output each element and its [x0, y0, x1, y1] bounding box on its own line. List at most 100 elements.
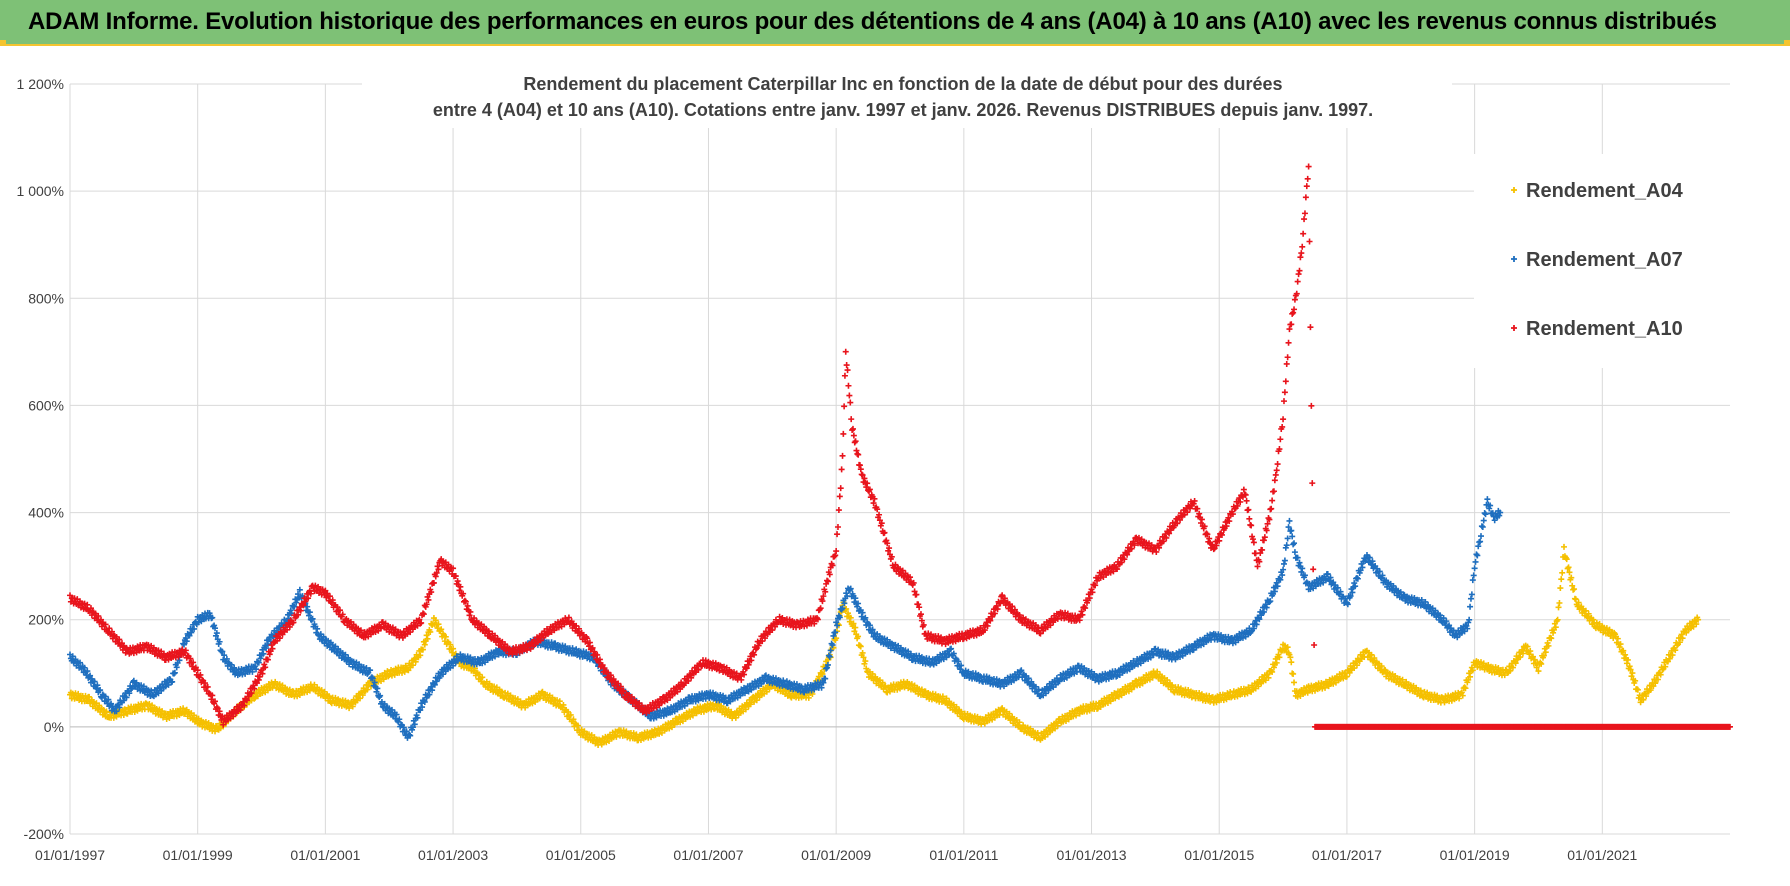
data-point	[1304, 175, 1311, 182]
data-point	[1286, 517, 1293, 524]
data-point	[857, 643, 864, 650]
data-point	[1280, 416, 1287, 423]
data-point	[1301, 210, 1308, 217]
data-point	[435, 621, 442, 628]
data-point	[939, 693, 946, 700]
data-point	[1054, 722, 1061, 729]
y-tick-label: 400%	[28, 505, 64, 521]
data-point	[479, 674, 486, 681]
y-tick-label: 1 000%	[17, 183, 64, 199]
data-point	[840, 430, 847, 437]
data-point	[364, 686, 371, 693]
data-point	[419, 646, 426, 653]
data-point	[841, 403, 848, 410]
data-point	[1308, 402, 1315, 409]
data-point	[841, 372, 848, 379]
data-point	[838, 466, 845, 473]
data-point	[809, 691, 816, 698]
data-point	[1246, 515, 1253, 522]
data-point	[471, 665, 478, 672]
series-Rendement_A04	[67, 543, 1702, 748]
data-point	[848, 416, 855, 423]
data-point	[1291, 540, 1298, 547]
x-tick-label: 01/01/2005	[546, 847, 616, 863]
data-point	[953, 703, 960, 710]
x-tick-label: 01/01/2019	[1440, 847, 1510, 863]
data-point	[1290, 309, 1297, 316]
data-point	[1467, 603, 1474, 610]
data-point	[1378, 662, 1385, 669]
data-point	[1479, 523, 1486, 530]
data-point	[879, 679, 886, 686]
data-point	[1250, 539, 1257, 546]
data-point	[160, 714, 167, 721]
data-point	[1287, 654, 1294, 661]
data-point	[834, 531, 841, 538]
data-point	[1248, 522, 1255, 529]
data-point	[86, 693, 93, 700]
data-point	[1006, 710, 1013, 717]
header-banner: ADAM Informe. Evolution historique des p…	[0, 0, 1790, 46]
x-tick-label: 01/01/2017	[1312, 847, 1382, 863]
x-tick-label: 01/01/1997	[35, 847, 105, 863]
data-point	[402, 662, 409, 669]
data-point	[1283, 360, 1290, 367]
y-tick-label: 600%	[28, 397, 64, 413]
data-point	[1291, 549, 1298, 556]
data-point	[1282, 378, 1289, 385]
data-point	[1294, 278, 1301, 285]
data-point	[1243, 497, 1250, 504]
data-point	[1284, 644, 1291, 651]
data-point	[1309, 480, 1316, 487]
data-point	[1311, 641, 1318, 648]
x-tick-label: 01/01/2007	[673, 847, 743, 863]
data-point	[856, 642, 863, 649]
y-tick-label: -200%	[24, 826, 64, 842]
data-point	[349, 703, 356, 710]
data-point	[1305, 163, 1312, 170]
data-point	[860, 654, 867, 661]
data-point	[1296, 267, 1303, 274]
data-point	[850, 620, 857, 627]
data-point	[1284, 354, 1291, 361]
data-point	[560, 701, 567, 708]
data-points	[67, 163, 1733, 748]
data-point	[1277, 436, 1284, 443]
data-point	[742, 706, 749, 713]
data-point	[843, 362, 850, 369]
data-point	[837, 485, 844, 492]
data-point	[1343, 673, 1350, 680]
page-title: ADAM Informe. Evolution historique des p…	[28, 8, 1717, 35]
data-point	[1276, 654, 1283, 661]
data-point	[1280, 560, 1287, 567]
data-point	[851, 439, 858, 446]
data-point	[1310, 566, 1317, 573]
data-point	[191, 712, 198, 719]
y-tick-label: 1 200%	[17, 76, 64, 92]
x-tick-label: 01/01/2003	[418, 847, 488, 863]
data-point	[845, 610, 852, 617]
data-point	[847, 399, 854, 406]
x-tick-label: 01/01/2009	[801, 847, 871, 863]
data-point	[836, 493, 843, 500]
data-point	[1559, 569, 1566, 576]
data-point	[1306, 238, 1313, 245]
data-point	[1188, 694, 1195, 701]
data-point	[1270, 664, 1277, 671]
y-tick-label: 800%	[28, 290, 64, 306]
data-point	[1471, 565, 1478, 572]
data-point	[862, 658, 869, 665]
data-point	[943, 695, 950, 702]
data-point	[1417, 687, 1424, 694]
data-point	[1472, 558, 1479, 565]
data-point	[1290, 541, 1297, 548]
y-axis-ticks: -200%0%200%400%600%800%1 000%1 200%	[17, 76, 64, 842]
data-point	[901, 684, 908, 691]
data-point	[1274, 461, 1281, 468]
y-tick-label: 200%	[28, 612, 64, 628]
data-point	[851, 628, 858, 635]
data-point	[1557, 585, 1564, 592]
data-point	[1164, 677, 1171, 684]
data-point	[651, 726, 658, 733]
data-point	[1268, 505, 1275, 512]
